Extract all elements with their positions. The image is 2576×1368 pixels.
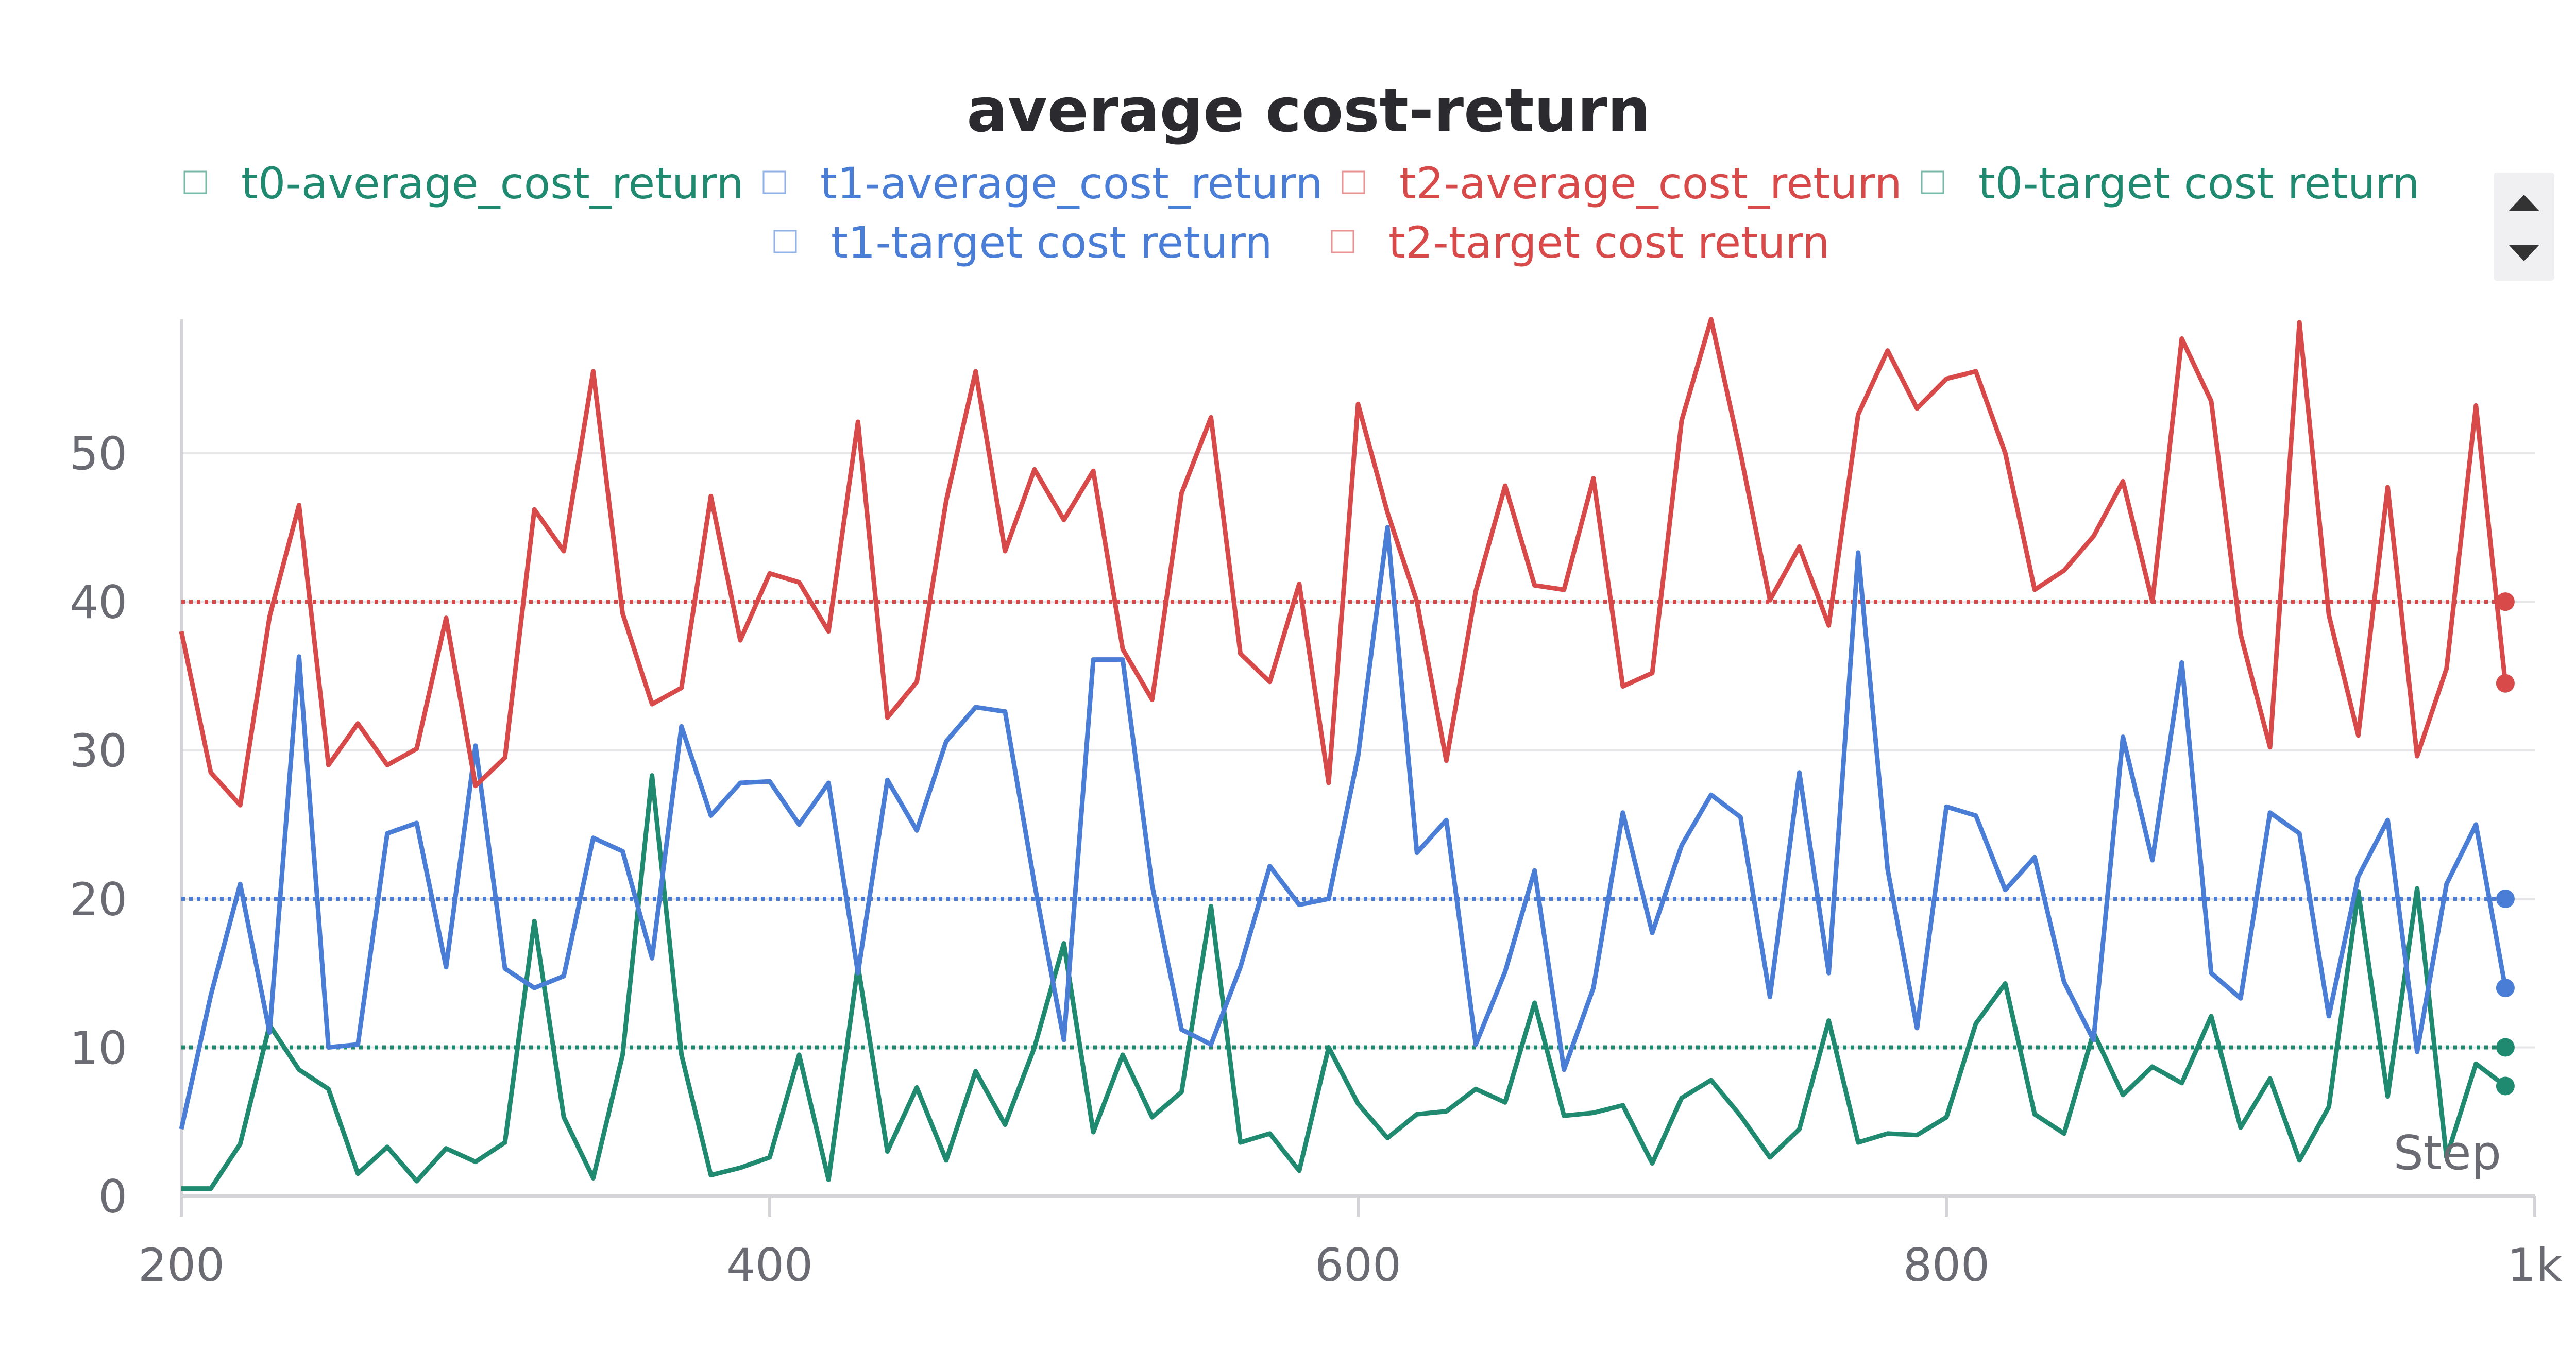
chart-title: average cost-return	[967, 75, 1650, 146]
x-tick-label: 200	[138, 1239, 225, 1292]
triangle-down-icon[interactable]	[2509, 245, 2539, 261]
x-tick-label: 600	[1315, 1239, 1401, 1292]
legend-label: t1-target cost return	[831, 217, 1273, 268]
y-tick-label: 30	[70, 725, 127, 778]
x-axis-label: Step	[2394, 1125, 2501, 1181]
x-tick-label: 1k	[2507, 1239, 2563, 1292]
legend-item[interactable]: t1-average_cost_return	[762, 158, 1323, 209]
checkbox-icon[interactable]	[773, 230, 797, 253]
legend-item[interactable]: t0-average_cost_return	[183, 158, 744, 209]
series-end-point	[2496, 1038, 2515, 1057]
y-tick-label: 10	[70, 1022, 127, 1075]
checkbox-icon[interactable]	[183, 170, 207, 194]
series-end-point	[2496, 979, 2515, 998]
legend-label: t2-target cost return	[1388, 217, 1830, 268]
series-end-point	[2496, 674, 2515, 693]
series-end-point	[2496, 1076, 2515, 1096]
legend-scroller[interactable]	[2494, 173, 2554, 281]
legend: t0-average_cost_return t1-average_cost_re…	[183, 158, 2420, 268]
legend-label: t0-average_cost_return	[241, 158, 744, 209]
legend-label: t1-average_cost_return	[820, 158, 1323, 209]
x-tick-label: 400	[726, 1239, 813, 1292]
series-end-point	[2496, 592, 2515, 611]
y-tick-label: 0	[98, 1170, 127, 1223]
legend-label: t2-average_cost_return	[1399, 158, 1902, 209]
checkbox-icon[interactable]	[762, 170, 786, 194]
legend-item[interactable]: t2-average_cost_return	[1342, 158, 1902, 209]
triangle-up-icon[interactable]	[2509, 195, 2539, 211]
series-line-t1-average-cost-return	[179, 525, 2508, 1130]
legend-label: t0-target cost return	[1978, 158, 2420, 209]
y-tick-label: 50	[70, 427, 127, 481]
axes: 0 10 20 30 40 50 200 400 600 800 1k	[70, 319, 2563, 1292]
series-line-t2-average-cost-return	[179, 317, 2508, 808]
legend-item[interactable]: t2-target cost return	[1331, 217, 1830, 268]
checkbox-icon[interactable]	[1331, 230, 1354, 253]
series-layer	[179, 317, 2508, 1191]
legend-item[interactable]: t0-target cost return	[1921, 158, 2420, 209]
series-line-t0-average-cost-return	[181, 773, 2507, 1191]
checkbox-icon[interactable]	[1921, 170, 1944, 194]
y-tick-label: 40	[70, 576, 127, 629]
x-tick-label: 800	[1903, 1239, 1990, 1292]
checkbox-icon[interactable]	[1342, 170, 1365, 194]
y-tick-label: 20	[70, 873, 127, 926]
series-end-point	[2496, 890, 2515, 909]
legend-item[interactable]: t1-target cost return	[773, 217, 1273, 268]
series-end-markers	[2496, 592, 2515, 1096]
